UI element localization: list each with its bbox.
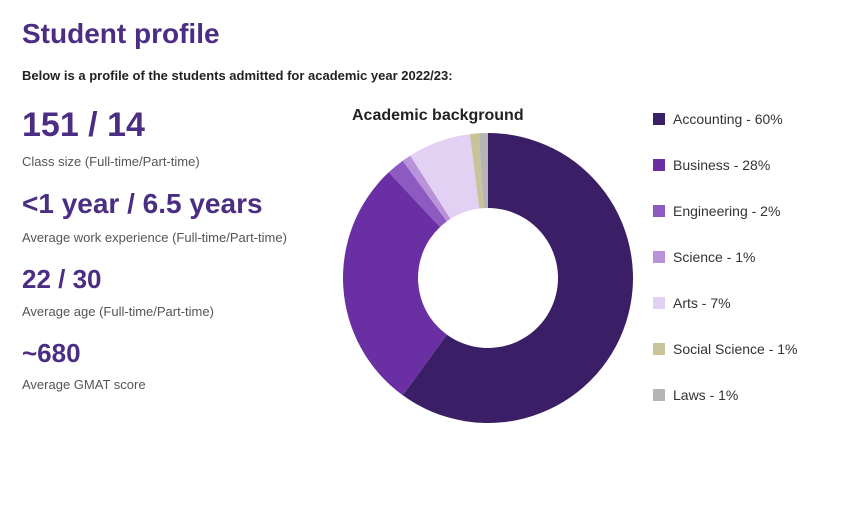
- legend-item: Science - 1%: [653, 249, 843, 265]
- legend-label: Business - 28%: [673, 157, 770, 173]
- legend-swatch: [653, 343, 665, 355]
- legend-item: Engineering - 2%: [653, 203, 843, 219]
- chart-column: Academic background: [322, 107, 653, 433]
- stat-value: 151 / 14: [22, 107, 322, 144]
- legend-swatch: [653, 205, 665, 217]
- stats-column: 151 / 14 Class size (Full-time/Part-time)…: [22, 107, 322, 433]
- content-row: 151 / 14 Class size (Full-time/Part-time)…: [22, 107, 843, 433]
- page-subtitle: Below is a profile of the students admit…: [22, 68, 843, 83]
- legend-swatch: [653, 389, 665, 401]
- legend-item: Social Science - 1%: [653, 341, 843, 357]
- stat-block: 22 / 30 Average age (Full-time/Part-time): [22, 265, 322, 319]
- stat-block: 151 / 14 Class size (Full-time/Part-time): [22, 107, 322, 169]
- legend-label: Science - 1%: [673, 249, 755, 265]
- donut-chart: [343, 133, 633, 423]
- legend-swatch: [653, 113, 665, 125]
- stat-label: Average age (Full-time/Part-time): [22, 304, 322, 319]
- legend-swatch: [653, 159, 665, 171]
- chart-title: Academic background: [352, 107, 524, 125]
- stat-value: <1 year / 6.5 years: [22, 189, 322, 220]
- legend-column: Accounting - 60% Business - 28% Engineerin…: [653, 107, 843, 433]
- legend-swatch: [653, 251, 665, 263]
- stat-label: Average work experience (Full-time/Part-…: [22, 230, 322, 245]
- legend-item: Accounting - 60%: [653, 111, 843, 127]
- stat-value: ~680: [22, 339, 322, 368]
- stat-block: ~680 Average GMAT score: [22, 339, 322, 393]
- page-title: Student profile: [22, 18, 843, 50]
- legend-label: Engineering - 2%: [673, 203, 780, 219]
- donut-svg: [343, 133, 633, 423]
- stat-label: Class size (Full-time/Part-time): [22, 154, 322, 169]
- stat-label: Average GMAT score: [22, 377, 322, 392]
- legend-label: Laws - 1%: [673, 387, 738, 403]
- legend-label: Arts - 7%: [673, 295, 731, 311]
- legend-swatch: [653, 297, 665, 309]
- legend-item: Business - 28%: [653, 157, 843, 173]
- legend-label: Social Science - 1%: [673, 341, 798, 357]
- legend-item: Arts - 7%: [653, 295, 843, 311]
- stat-block: <1 year / 6.5 years Average work experien…: [22, 189, 322, 245]
- legend-label: Accounting - 60%: [673, 111, 783, 127]
- stat-value: 22 / 30: [22, 265, 322, 294]
- legend-item: Laws - 1%: [653, 387, 843, 403]
